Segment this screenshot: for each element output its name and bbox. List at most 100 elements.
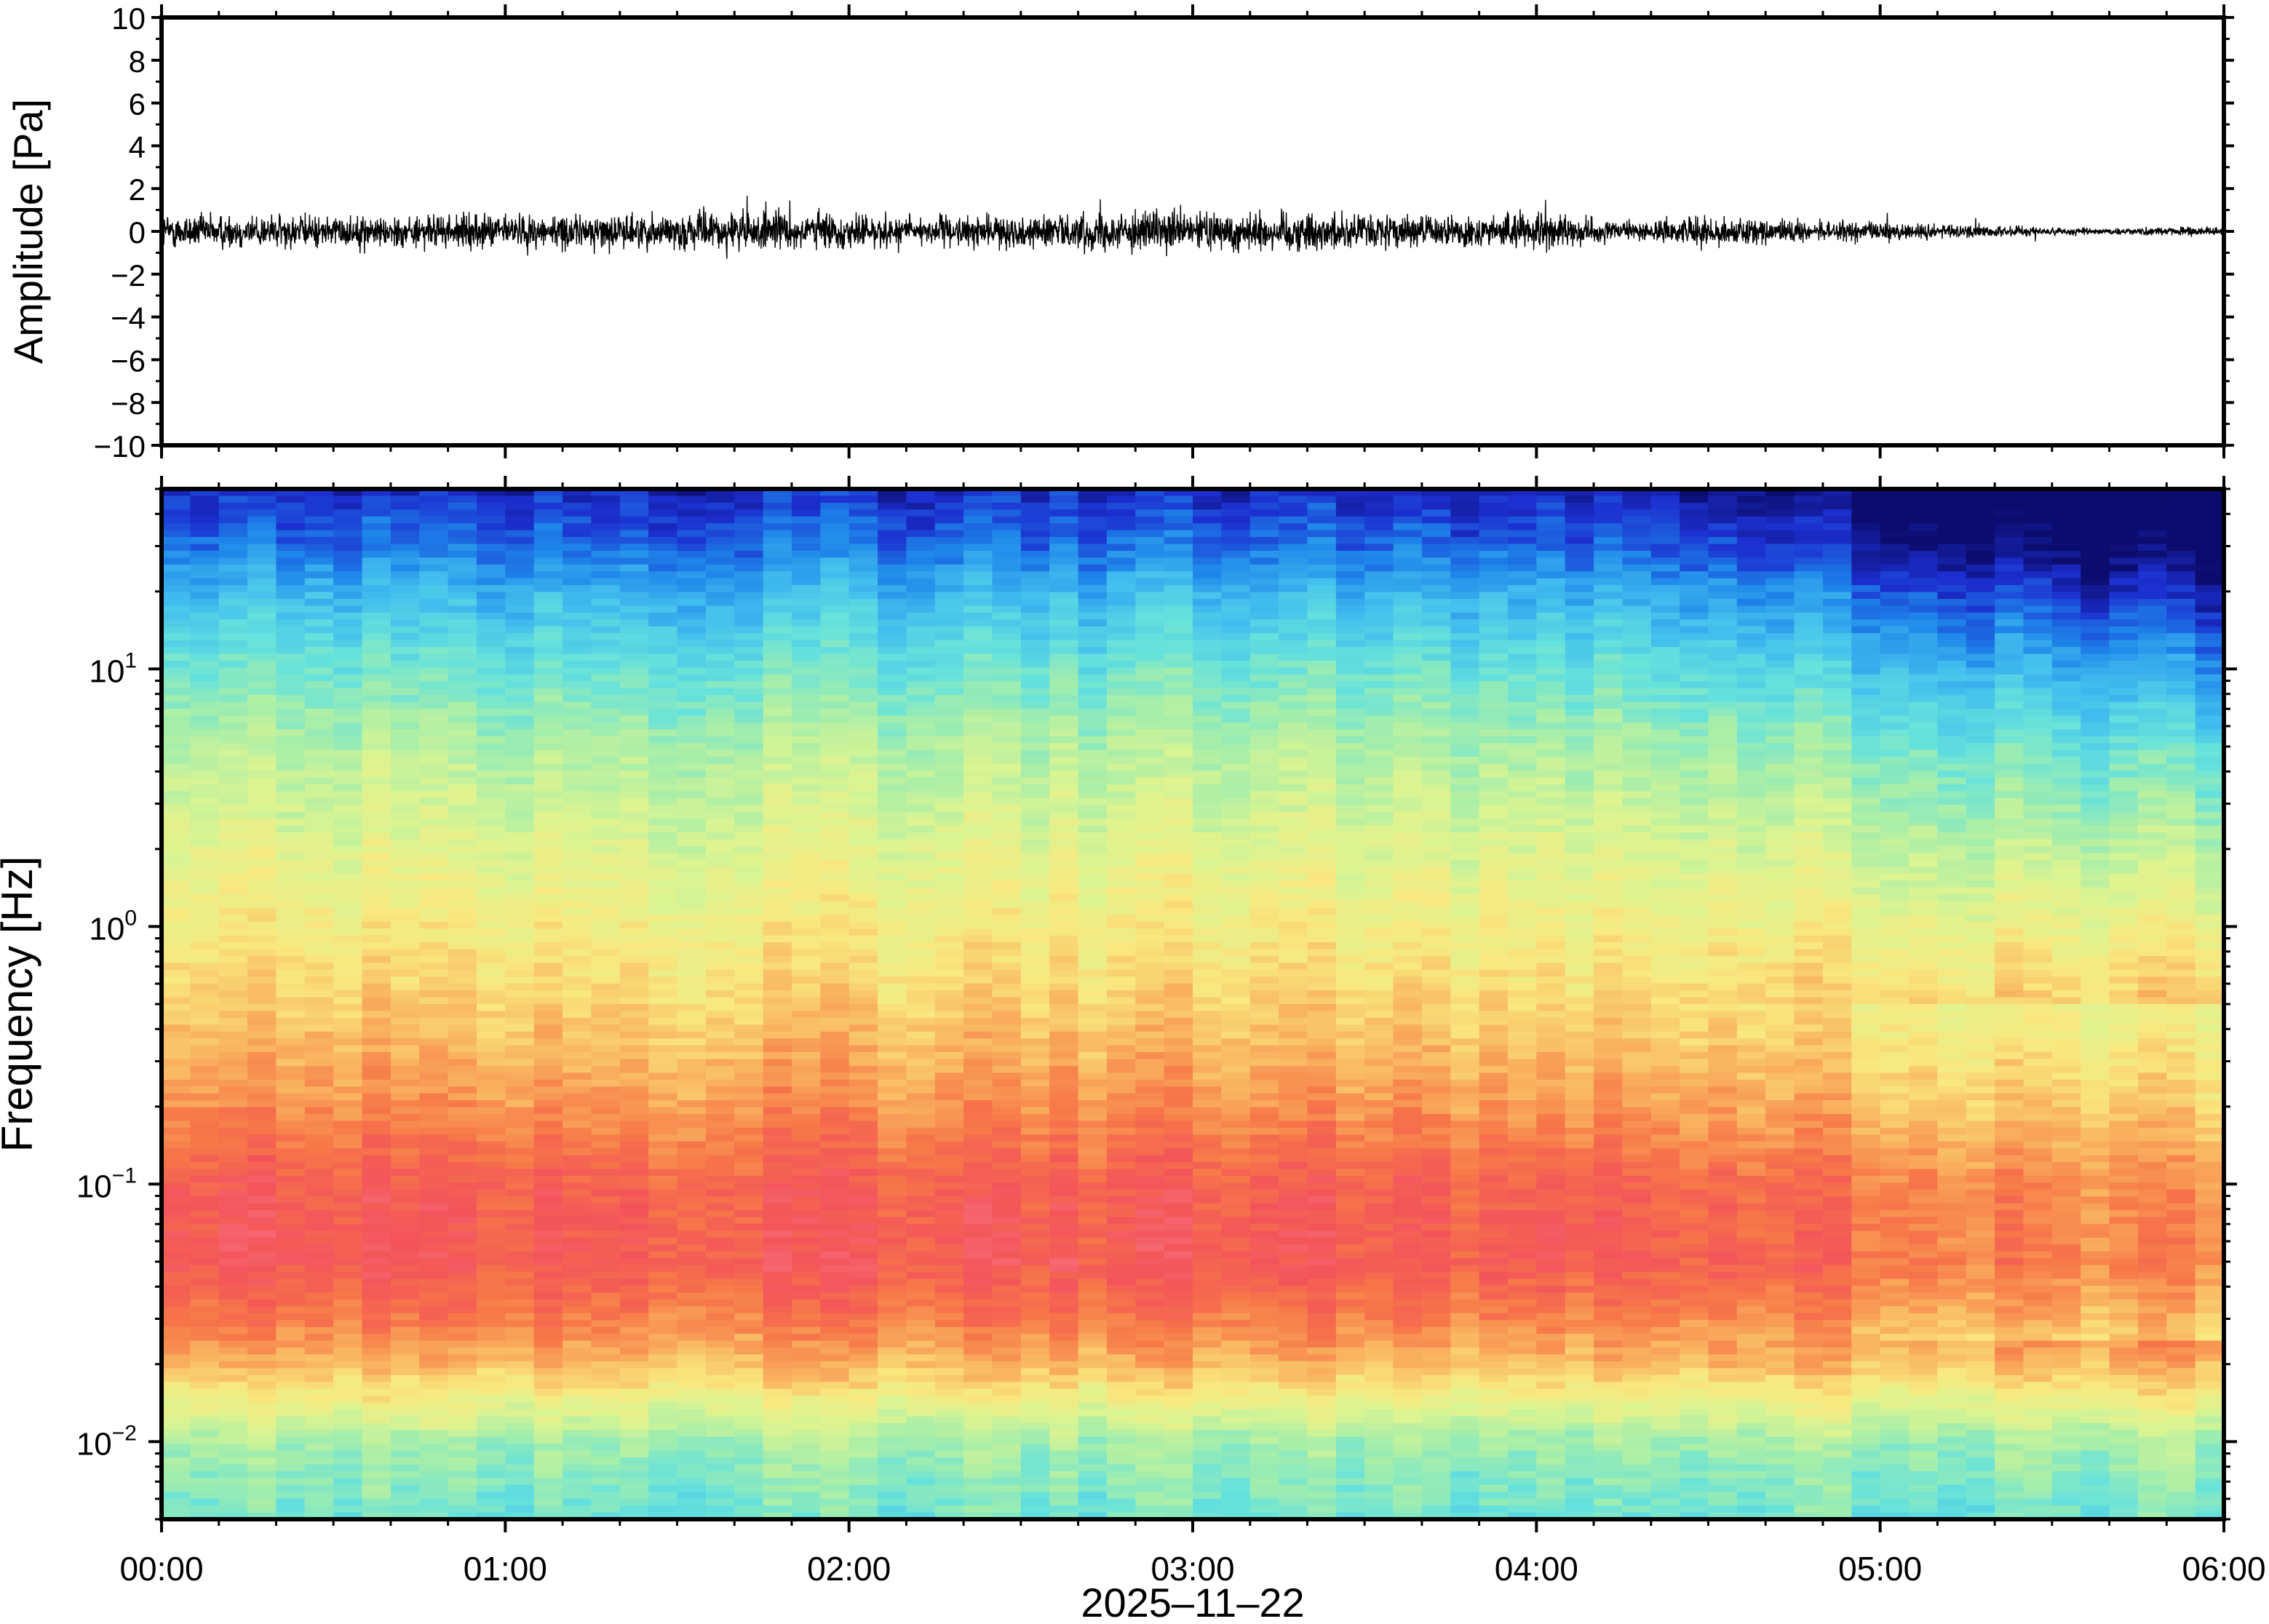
spectrogram-cell bbox=[333, 1004, 363, 1012]
spectrogram-cell bbox=[218, 1272, 248, 1280]
spectrogram-cell bbox=[162, 564, 191, 572]
spectrogram-cell bbox=[763, 819, 792, 827]
spectrogram-cell bbox=[648, 1162, 678, 1170]
spectrogram-cell bbox=[362, 907, 392, 915]
spectrogram-cell bbox=[677, 749, 707, 757]
spectrogram-cell bbox=[619, 887, 649, 895]
spectrogram-cell bbox=[992, 1065, 1022, 1073]
spectrogram-cell bbox=[476, 722, 506, 730]
spectrogram-cell bbox=[791, 853, 821, 861]
spectrogram-cell bbox=[591, 1470, 621, 1478]
spectrogram-cell bbox=[190, 867, 220, 875]
spectrogram-cell bbox=[677, 537, 707, 545]
spectrogram-cell bbox=[505, 1210, 535, 1218]
spectrogram-cell bbox=[963, 571, 993, 579]
spectrogram-cell bbox=[390, 1079, 420, 1087]
spectrogram-cell bbox=[247, 777, 277, 785]
spectrogram-cell bbox=[677, 1286, 707, 1294]
spectrogram-cell bbox=[763, 1086, 792, 1094]
spectrogram-cell bbox=[791, 819, 821, 827]
spectrogram-cell bbox=[218, 1176, 248, 1184]
spectrogram-cell bbox=[849, 935, 878, 943]
spectrogram-cell bbox=[448, 681, 477, 689]
spectrogram-cell bbox=[333, 1464, 363, 1472]
spectrogram-cell bbox=[304, 1038, 334, 1046]
spectrogram-cell bbox=[849, 1107, 878, 1115]
spectrogram-cell bbox=[505, 907, 535, 915]
spectrogram-cell bbox=[878, 1107, 907, 1115]
spectrogram-cell bbox=[333, 695, 363, 703]
spectrogram-cell bbox=[390, 969, 420, 977]
spectrogram-cell bbox=[505, 681, 535, 689]
spectrogram-cell bbox=[820, 784, 850, 792]
spectrogram-cell bbox=[162, 1422, 191, 1430]
spectrogram-cell bbox=[705, 578, 735, 586]
spectrogram-cell bbox=[362, 688, 392, 696]
spectrogram-cell bbox=[992, 688, 1022, 696]
spectrogram-cell bbox=[1020, 681, 1050, 689]
spectrogram-cell bbox=[1020, 1052, 1050, 1060]
spectrogram-cell bbox=[763, 1464, 792, 1472]
spectrogram-cell bbox=[763, 1107, 792, 1115]
spectrogram-cell bbox=[505, 605, 535, 613]
spectrogram-cell bbox=[247, 530, 277, 538]
spectrogram-cell bbox=[849, 1313, 878, 1321]
spectrogram-cell bbox=[419, 1059, 449, 1067]
spectrogram-cell bbox=[820, 921, 850, 929]
spectrogram-cell bbox=[190, 564, 220, 572]
spectrogram-cell bbox=[906, 736, 936, 744]
spectrogram-cell bbox=[648, 605, 678, 613]
spectrogram-cell bbox=[934, 845, 964, 853]
spectrogram-cell bbox=[849, 771, 878, 779]
spectrogram-cell bbox=[505, 530, 535, 538]
spectrogram-cell bbox=[992, 1265, 1022, 1273]
spectrogram-cell bbox=[677, 983, 707, 991]
spectrogram-cell bbox=[533, 1382, 563, 1390]
spectrogram-cell bbox=[476, 1155, 506, 1163]
spectrogram-cell bbox=[505, 1203, 535, 1211]
spectrogram-cell bbox=[934, 805, 964, 813]
spectrogram-cell bbox=[218, 1155, 248, 1163]
spectrogram-cell bbox=[390, 1278, 420, 1286]
spectrogram-cell bbox=[878, 681, 907, 689]
spectrogram-cell bbox=[648, 502, 678, 510]
spectrogram-cell bbox=[648, 1326, 678, 1334]
spectrogram-cell bbox=[247, 763, 277, 771]
spectrogram-cell bbox=[162, 819, 191, 827]
spectrogram-cell bbox=[162, 647, 191, 655]
spectrogram-cell bbox=[934, 1127, 964, 1135]
spectrogram-cell bbox=[791, 1320, 821, 1328]
spectrogram-cell bbox=[533, 1361, 563, 1369]
spectrogram-cell bbox=[390, 1182, 420, 1190]
spectrogram-cell bbox=[162, 1121, 191, 1129]
spectrogram-cell bbox=[591, 1457, 621, 1465]
spectrogram-cell bbox=[304, 605, 334, 613]
spectrogram-cell bbox=[218, 791, 248, 799]
spectrogram-cell bbox=[390, 1258, 420, 1266]
spectrogram-cell bbox=[619, 1422, 649, 1430]
spectrogram-cell bbox=[849, 1498, 878, 1506]
spectrogram-cell bbox=[333, 1224, 363, 1232]
spectrogram-cell bbox=[190, 1272, 220, 1280]
spectrogram-cell bbox=[276, 1326, 306, 1334]
spectrogram-cell bbox=[448, 516, 477, 524]
spectrogram-cell bbox=[934, 1251, 964, 1259]
spectrogram-cell bbox=[247, 516, 277, 524]
spectrogram-cell bbox=[648, 1388, 678, 1396]
spectrogram-cell bbox=[906, 963, 936, 971]
spectrogram-cell bbox=[705, 661, 735, 669]
spectrogram-cell bbox=[963, 1368, 993, 1376]
spectrogram-cell bbox=[791, 1388, 821, 1396]
spectrogram-cell bbox=[878, 949, 907, 957]
spectrogram-cell bbox=[1020, 853, 1050, 861]
spectrogram-cell bbox=[705, 1340, 735, 1348]
spectrogram-cell bbox=[963, 626, 993, 634]
spectrogram-cell bbox=[878, 1286, 907, 1294]
spectrogram-cell bbox=[906, 1072, 936, 1080]
spectrogram-cell bbox=[878, 1334, 907, 1342]
spectrogram-cell bbox=[1078, 564, 1108, 572]
spectrogram-cell bbox=[505, 757, 535, 765]
spectrogram-cell bbox=[162, 1464, 191, 1472]
spectrogram-cell bbox=[505, 495, 535, 503]
spectrogram-cell bbox=[591, 1444, 621, 1452]
